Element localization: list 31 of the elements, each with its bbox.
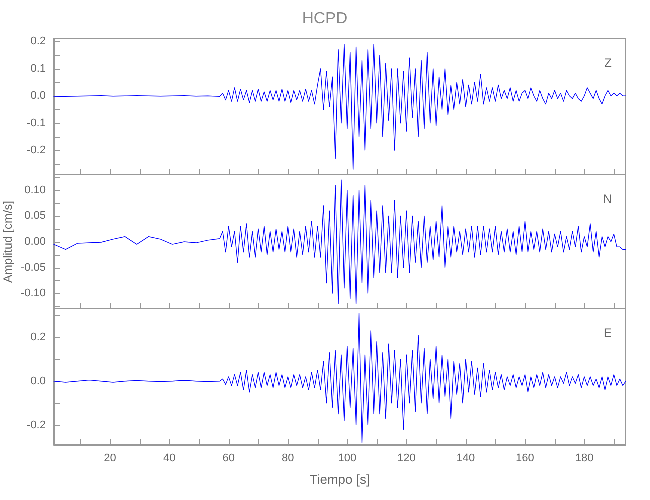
x-tick-label: 40 (163, 452, 176, 464)
y-tick-label: -0.2 (27, 419, 46, 432)
y-tick-label: 0.2 (30, 36, 46, 48)
x-tick-label: 60 (222, 452, 235, 464)
x-tick-label: 140 (456, 452, 476, 464)
y-axis-title: Amplitud [cm/s] (1, 200, 15, 284)
y-tick-label: 0.10 (24, 184, 46, 196)
x-tick-label: 80 (282, 452, 294, 464)
y-tick-label: 0.0 (30, 375, 46, 388)
y-tick-label: 0.2 (30, 332, 46, 344)
annotation: N (603, 192, 612, 206)
y-tick-label: -0.10 (20, 288, 46, 300)
line-series (54, 44, 626, 170)
x-tick-label: 20 (104, 452, 116, 464)
y-tick-label: 0.0 (30, 90, 46, 102)
x-tick-label: 180 (575, 452, 594, 464)
y-tick-label: 0.00 (24, 236, 46, 248)
x-tick-label: 120 (398, 452, 416, 464)
y-tick-label: -0.05 (20, 262, 46, 274)
line-series (54, 313, 626, 444)
y-tick-label: 0.1 (30, 62, 46, 75)
chart-title: HCPD (302, 10, 348, 28)
y-tick-label: -0.2 (27, 144, 46, 157)
line-series (54, 180, 626, 304)
y-tick-label: 0.05 (24, 210, 46, 222)
x-tick-label: 160 (516, 452, 534, 464)
x-axis-title: Tiempo [s] (310, 472, 370, 487)
annotation: Z (604, 56, 612, 70)
x-tick-label: 100 (338, 452, 357, 464)
y-tick-label: -0.1 (27, 117, 46, 130)
annotation: E (604, 326, 612, 340)
